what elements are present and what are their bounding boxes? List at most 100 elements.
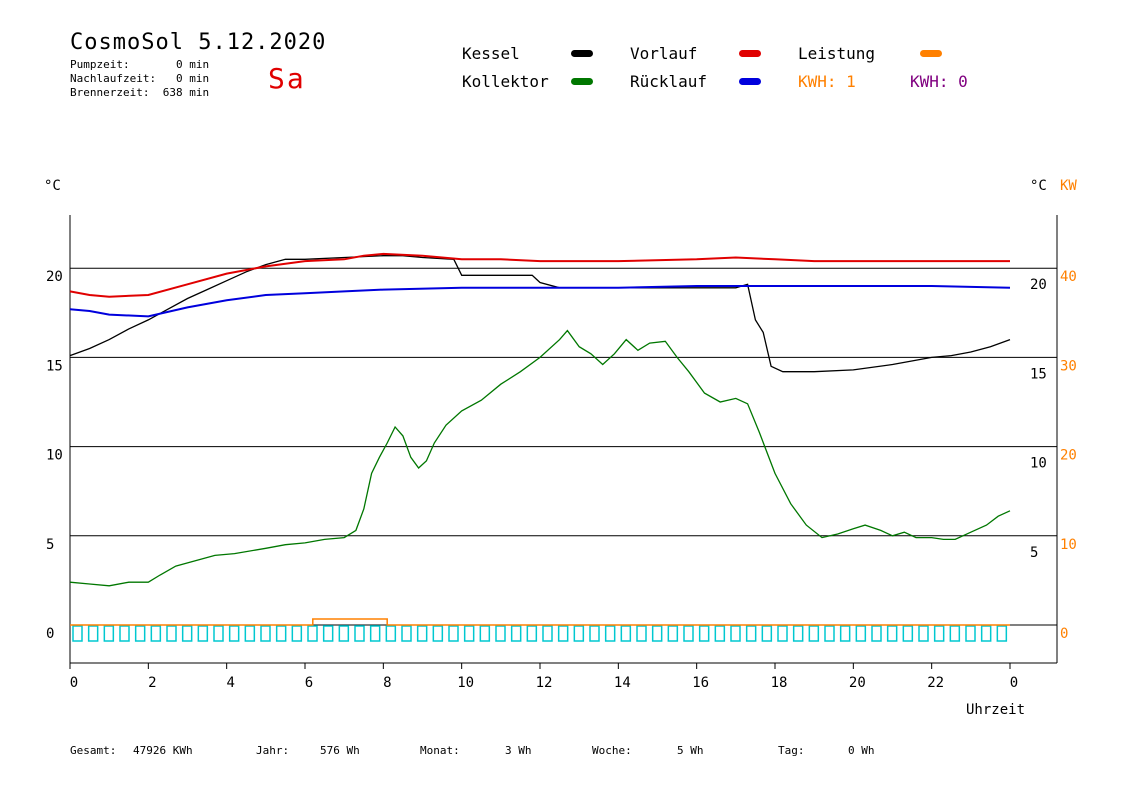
pump-pulse — [526, 625, 538, 642]
right-axis-unit-kw: KW — [1060, 178, 1077, 194]
legend-ruecklauf-label: Rücklauf — [630, 72, 708, 91]
pump-pulse — [933, 625, 945, 642]
nachlaufzeit-text: Nachlaufzeit: 0 min — [70, 72, 210, 85]
pump-pulse — [965, 625, 976, 642]
pump-pulse — [338, 625, 350, 642]
pump-pulse — [307, 625, 318, 642]
x-tick-label: 4 — [226, 675, 234, 691]
pump-pulse — [714, 625, 726, 642]
pump-pulse — [980, 625, 992, 642]
x-tick-label: 16 — [692, 675, 709, 691]
pump-pulse — [604, 625, 616, 642]
x-tick-label: 22 — [927, 675, 944, 691]
series-line-kollektor — [69, 329, 1011, 587]
legend-ruecklauf-swatch — [739, 78, 761, 85]
pump-pulse — [886, 625, 898, 642]
x-tick-label: 0 — [70, 675, 78, 691]
x-axis-label: Uhrzeit — [966, 702, 1026, 718]
pump-pulse — [181, 625, 193, 642]
x-tick-label: 6 — [305, 675, 313, 691]
y-tick-label-right: 10 — [1030, 456, 1047, 472]
pump-pulse — [667, 625, 679, 642]
right-axis-unit: °C — [1030, 178, 1047, 194]
pump-pulse — [808, 625, 820, 642]
y-tick-label-right: 15 — [1030, 366, 1047, 382]
pump-pulse — [103, 625, 115, 642]
pump-pulse — [620, 625, 632, 642]
legend-vorlauf-swatch — [739, 50, 761, 57]
footer-gesamt-value: 47926 KWh — [133, 744, 193, 757]
pump-pulse — [416, 625, 428, 642]
pump-pulse — [197, 625, 209, 642]
y-tick-label-kw: 0 — [1060, 626, 1068, 642]
series-line-leistung — [70, 618, 1010, 626]
pump-pulse — [855, 625, 867, 642]
pump-pulse — [651, 625, 663, 642]
pump-pulse — [902, 625, 914, 642]
pump-pulse — [448, 625, 459, 642]
pump-pulse — [260, 625, 271, 642]
footer-woche-label: Woche: — [592, 744, 632, 757]
series-line-ruecklauf — [69, 285, 1011, 318]
footer-monat-label: Monat: — [420, 744, 460, 757]
brennerzeit-text: Brennerzeit: 638 min — [70, 86, 210, 99]
pump-pulse — [72, 625, 83, 642]
y-tick-label-right: 5 — [1030, 545, 1038, 561]
pump-pulse — [166, 625, 177, 642]
pump-pulse — [777, 625, 788, 642]
y-tick-label-left: 10 — [46, 448, 63, 464]
series-line-kessel — [69, 255, 1011, 373]
footer-tag-label: Tag: — [778, 744, 805, 757]
x-tick-label: 14 — [614, 675, 631, 691]
pump-pulse — [683, 625, 694, 642]
y-tick-label-left: 5 — [46, 537, 54, 553]
pump-pulse — [150, 625, 162, 642]
footer-monat-value: 3 Wh — [505, 744, 532, 757]
pump-pulse — [730, 625, 741, 642]
pump-pulse — [589, 625, 600, 642]
pump-pulse — [557, 625, 569, 642]
pump-pulse — [87, 625, 99, 642]
x-tick-label: 20 — [849, 675, 866, 691]
legend-kwh1: KWH: 1 — [798, 72, 856, 91]
pump-pulse — [996, 625, 1008, 642]
y-tick-label-left: 0 — [46, 626, 54, 642]
pump-pulse — [322, 625, 334, 642]
pump-pulse — [401, 625, 412, 642]
left-axis-unit: °C — [44, 178, 61, 194]
legend-kessel-label: Kessel — [462, 44, 520, 63]
pump-pulse — [542, 625, 553, 642]
pump-pulse — [573, 625, 585, 642]
x-tick-label: 2 — [148, 675, 156, 691]
pump-pulse — [275, 625, 287, 642]
pump-pulse — [918, 625, 929, 642]
x-tick-label: 0 — [1010, 675, 1018, 691]
pump-pulse — [698, 625, 710, 642]
pumpzeit-text: Pumpzeit: 0 min — [70, 58, 210, 71]
pump-pulse — [510, 625, 522, 642]
y-tick-label-kw: 40 — [1060, 269, 1077, 285]
legend-kessel-swatch — [571, 50, 593, 57]
footer-woche-value: 5 Wh — [677, 744, 704, 757]
tick-labels: 0 2 4 6 8 10 12 14 16 18 20 22 0 0 5 10 15 20 5 10 15 20 0 10 20… — [46, 269, 1077, 691]
x-tick-label: 18 — [771, 675, 788, 691]
y-tick-label-left: 15 — [46, 358, 63, 374]
y-tick-label-kw: 30 — [1060, 358, 1077, 374]
y-tick-label-kw: 10 — [1060, 537, 1077, 553]
pump-pulse — [636, 625, 647, 642]
pump-pulse — [824, 625, 835, 642]
pump-pulse — [213, 625, 224, 642]
footer-jahr-label: Jahr: — [256, 744, 290, 757]
grid-lines — [70, 267, 1057, 626]
pump-pulse — [291, 625, 303, 642]
footer-jahr-value: 576 Wh — [320, 744, 360, 757]
y-tick-label-kw: 20 — [1060, 448, 1077, 464]
axes — [69, 215, 1058, 669]
legend-kollektor-swatch — [571, 78, 593, 85]
weekday-label: Sa — [268, 62, 306, 95]
legend-kollektor-label: Kollektor — [462, 72, 549, 91]
pump-pulse — [432, 625, 444, 642]
pump-series — [72, 625, 1008, 642]
pump-pulse — [839, 625, 851, 642]
